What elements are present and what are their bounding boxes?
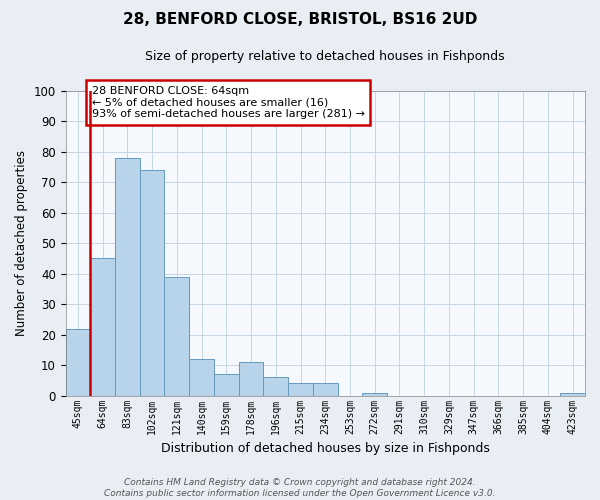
Bar	[140, 170, 164, 396]
Text: 28 BENFORD CLOSE: 64sqm
← 5% of detached houses are smaller (16)
93% of semi-det: 28 BENFORD CLOSE: 64sqm ← 5% of detached…	[92, 86, 365, 119]
Bar	[65, 328, 90, 396]
Bar	[263, 378, 288, 396]
Bar	[214, 374, 239, 396]
Bar	[115, 158, 140, 396]
Title: Size of property relative to detached houses in Fishponds: Size of property relative to detached ho…	[145, 50, 505, 63]
Bar	[239, 362, 263, 396]
Text: Contains HM Land Registry data © Crown copyright and database right 2024.
Contai: Contains HM Land Registry data © Crown c…	[104, 478, 496, 498]
Text: 28, BENFORD CLOSE, BRISTOL, BS16 2UD: 28, BENFORD CLOSE, BRISTOL, BS16 2UD	[123, 12, 477, 28]
X-axis label: Distribution of detached houses by size in Fishponds: Distribution of detached houses by size …	[161, 442, 490, 455]
Bar	[313, 384, 338, 396]
Bar	[90, 258, 115, 396]
Bar	[288, 384, 313, 396]
Bar	[164, 276, 189, 396]
Bar	[362, 392, 387, 396]
Y-axis label: Number of detached properties: Number of detached properties	[15, 150, 28, 336]
Bar	[189, 359, 214, 396]
Bar	[560, 392, 585, 396]
